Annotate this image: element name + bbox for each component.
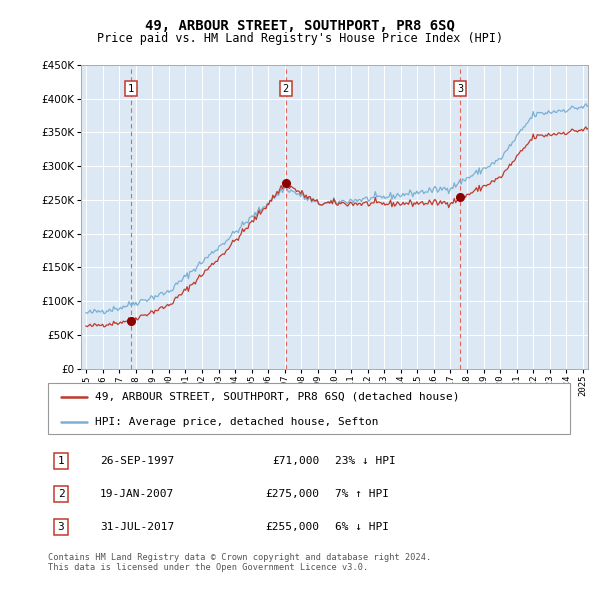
Text: £255,000: £255,000 — [265, 522, 319, 532]
Text: 49, ARBOUR STREET, SOUTHPORT, PR8 6SQ: 49, ARBOUR STREET, SOUTHPORT, PR8 6SQ — [145, 19, 455, 33]
Text: 1: 1 — [128, 84, 134, 94]
Text: 1: 1 — [58, 456, 64, 466]
Text: 3: 3 — [457, 84, 463, 94]
Text: This data is licensed under the Open Government Licence v3.0.: This data is licensed under the Open Gov… — [48, 563, 368, 572]
Text: 3: 3 — [58, 522, 64, 532]
Text: 19-JAN-2007: 19-JAN-2007 — [100, 489, 175, 499]
Text: 23% ↓ HPI: 23% ↓ HPI — [335, 456, 396, 466]
Text: 7% ↑ HPI: 7% ↑ HPI — [335, 489, 389, 499]
Text: 26-SEP-1997: 26-SEP-1997 — [100, 456, 175, 466]
FancyBboxPatch shape — [48, 384, 570, 434]
Text: HPI: Average price, detached house, Sefton: HPI: Average price, detached house, Seft… — [95, 417, 379, 427]
Text: £71,000: £71,000 — [272, 456, 319, 466]
Text: 2: 2 — [58, 489, 64, 499]
Text: Price paid vs. HM Land Registry's House Price Index (HPI): Price paid vs. HM Land Registry's House … — [97, 32, 503, 45]
Text: 49, ARBOUR STREET, SOUTHPORT, PR8 6SQ (detached house): 49, ARBOUR STREET, SOUTHPORT, PR8 6SQ (d… — [95, 392, 460, 402]
Text: 31-JUL-2017: 31-JUL-2017 — [100, 522, 175, 532]
Text: £275,000: £275,000 — [265, 489, 319, 499]
Text: 6% ↓ HPI: 6% ↓ HPI — [335, 522, 389, 532]
Text: Contains HM Land Registry data © Crown copyright and database right 2024.: Contains HM Land Registry data © Crown c… — [48, 553, 431, 562]
Text: 2: 2 — [283, 84, 289, 94]
